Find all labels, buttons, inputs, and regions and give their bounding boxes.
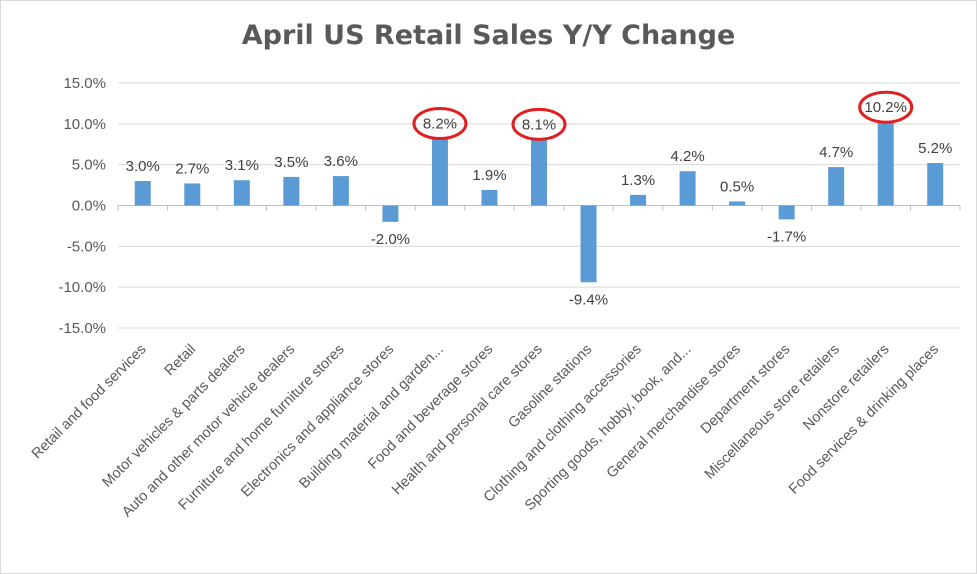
bar xyxy=(531,139,547,206)
bar xyxy=(431,138,448,206)
x-axis xyxy=(117,205,961,211)
category-label: Gasoline stations xyxy=(505,342,595,432)
data-label: -2.0% xyxy=(371,231,410,248)
data-label: 1.9% xyxy=(472,167,506,184)
data-label: 3.6% xyxy=(324,153,358,170)
bar xyxy=(382,205,399,222)
y-tick-label: -5.0% xyxy=(67,238,106,255)
y-tick-label: -10.0% xyxy=(58,279,106,296)
y-tick-label: 0.0% xyxy=(72,198,106,215)
category-label: Retail xyxy=(162,342,200,380)
data-label: 1.3% xyxy=(621,172,655,189)
bar xyxy=(233,180,250,206)
bar xyxy=(679,171,696,206)
data-label: 3.5% xyxy=(274,154,308,171)
bar xyxy=(927,163,944,206)
highlight-circles xyxy=(412,90,914,141)
data-label: 4.7% xyxy=(819,144,853,161)
bars xyxy=(134,122,944,283)
category-label: Retail and food services xyxy=(29,342,150,463)
bar xyxy=(630,194,647,206)
bar xyxy=(580,205,597,283)
category-label: Department stores xyxy=(698,342,794,438)
data-label: 3.0% xyxy=(126,158,160,175)
highlight-circle xyxy=(511,107,567,141)
y-tick-label: 15.0% xyxy=(63,75,106,92)
category-label: Nonstore retailers xyxy=(800,342,892,434)
y-tick-label: 10.0% xyxy=(63,116,106,133)
category-label: Auto and other motor vehicle dealers xyxy=(119,342,298,521)
highlight-circle xyxy=(412,107,468,141)
bar xyxy=(134,181,151,206)
data-label: 8.1% xyxy=(522,116,556,133)
data-label: 0.5% xyxy=(720,178,754,195)
bar xyxy=(184,183,201,206)
bar xyxy=(828,167,845,206)
y-axis-ticks: 15.0% 10.0% 5.0% 0.0% -5.0% -10.0% -15.0% xyxy=(58,75,106,337)
data-label: 8.2% xyxy=(423,116,457,133)
data-label: 5.2% xyxy=(918,140,952,157)
data-label: 10.2% xyxy=(864,99,907,116)
data-labels: 3.0% 2.7% 3.1% 3.5% 3.6% -2.0% 8.2% 1.9% 8.1% -9.… xyxy=(126,99,953,308)
data-label: 2.7% xyxy=(175,160,209,177)
data-label: 3.1% xyxy=(225,157,259,174)
data-label: 4.2% xyxy=(670,148,704,165)
highlight-circle xyxy=(858,90,914,124)
bar xyxy=(729,201,746,206)
bar xyxy=(283,176,300,206)
bar xyxy=(481,189,498,206)
data-label: -9.4% xyxy=(569,291,608,308)
y-tick-label: -15.0% xyxy=(58,320,106,337)
y-tick-label: 5.0% xyxy=(72,157,106,174)
bar xyxy=(332,176,349,206)
chart-title: April US Retail Sales Y/Y Change xyxy=(241,20,736,51)
bar xyxy=(877,122,894,206)
bar xyxy=(778,205,795,220)
data-label: -1.7% xyxy=(767,228,806,245)
